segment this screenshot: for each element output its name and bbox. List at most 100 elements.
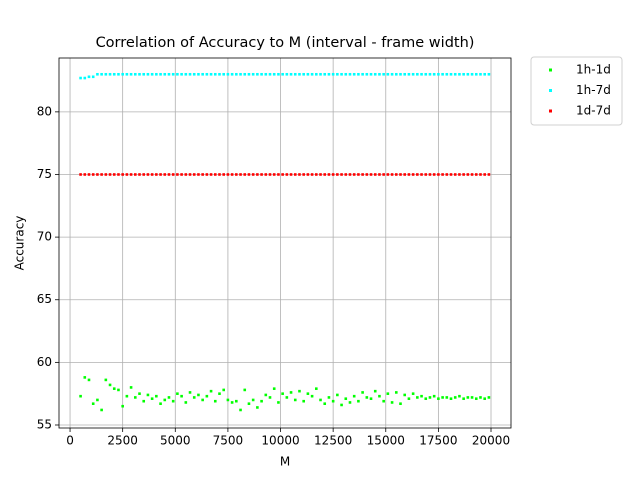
- point: [378, 72, 381, 76]
- point: [247, 173, 251, 176]
- point: [235, 399, 238, 403]
- point: [432, 173, 436, 176]
- point: [197, 393, 200, 397]
- point: [369, 72, 373, 76]
- point: [479, 72, 482, 76]
- point: [327, 72, 331, 76]
- point: [403, 72, 407, 76]
- point: [348, 72, 352, 76]
- point: [315, 387, 318, 390]
- point: [365, 396, 369, 399]
- point: [432, 394, 436, 398]
- point: [432, 72, 436, 76]
- point: [218, 392, 221, 395]
- point: [340, 173, 343, 176]
- point: [298, 389, 301, 393]
- point: [180, 72, 183, 76]
- point: [390, 401, 394, 404]
- point: [479, 396, 482, 399]
- point: [344, 173, 348, 176]
- point: [348, 173, 352, 176]
- x-tick-label: 20000: [472, 434, 510, 448]
- point: [260, 399, 263, 403]
- point: [445, 173, 449, 176]
- point: [441, 173, 444, 176]
- point: [361, 72, 364, 76]
- point: [264, 393, 268, 397]
- point: [192, 72, 196, 76]
- point: [323, 72, 327, 76]
- point: [205, 72, 209, 76]
- point: [285, 396, 289, 399]
- point: [289, 391, 293, 394]
- x-tick-label: 5000: [160, 434, 191, 448]
- point: [125, 72, 129, 76]
- point: [243, 173, 247, 176]
- point: [230, 173, 234, 176]
- point: [235, 173, 238, 176]
- chart-title: Correlation of Accuracy to M (interval -…: [96, 35, 475, 51]
- point: [226, 72, 230, 76]
- point: [197, 72, 200, 76]
- point: [369, 173, 373, 176]
- point: [272, 72, 276, 76]
- point: [226, 173, 230, 176]
- legend-label: 1h-7d: [576, 83, 611, 97]
- point: [470, 173, 474, 176]
- point: [331, 173, 335, 176]
- point: [159, 402, 162, 406]
- point: [390, 72, 394, 76]
- point: [218, 173, 221, 176]
- point: [230, 401, 234, 404]
- point: [386, 173, 390, 176]
- point: [112, 387, 116, 390]
- point: [357, 399, 360, 403]
- point: [159, 173, 162, 176]
- point: [117, 72, 120, 76]
- x-tick-label: 15000: [367, 434, 405, 448]
- point: [445, 72, 449, 76]
- point: [474, 173, 478, 176]
- point: [171, 72, 175, 76]
- point: [302, 72, 305, 76]
- point: [340, 72, 343, 76]
- point: [281, 392, 284, 395]
- point: [399, 173, 402, 176]
- point: [323, 402, 327, 406]
- point: [83, 376, 87, 379]
- y-tick-label: 70: [37, 230, 52, 244]
- x-tick-label: 0: [66, 434, 74, 448]
- point: [188, 173, 192, 176]
- point: [445, 396, 449, 399]
- y-tick-label: 65: [37, 292, 52, 306]
- point: [357, 173, 360, 176]
- point: [129, 72, 133, 76]
- point: [365, 173, 369, 176]
- point: [142, 399, 146, 403]
- point: [247, 72, 251, 76]
- x-axis-label: M: [280, 455, 290, 469]
- point: [336, 393, 339, 397]
- point: [125, 173, 129, 176]
- point: [487, 396, 491, 399]
- point: [462, 397, 465, 400]
- point: [260, 72, 263, 76]
- point: [96, 398, 99, 402]
- point: [243, 388, 247, 392]
- point: [256, 173, 259, 176]
- point: [373, 72, 377, 76]
- point: [243, 72, 247, 76]
- point: [407, 72, 411, 76]
- point: [416, 72, 419, 76]
- point: [180, 394, 183, 398]
- point: [382, 72, 385, 76]
- point: [378, 173, 381, 176]
- point: [129, 386, 133, 389]
- point: [483, 397, 486, 400]
- point: [437, 397, 440, 400]
- point: [466, 72, 470, 76]
- legend-label: 1h-1d: [576, 63, 611, 77]
- point: [108, 72, 112, 76]
- point: [222, 388, 225, 392]
